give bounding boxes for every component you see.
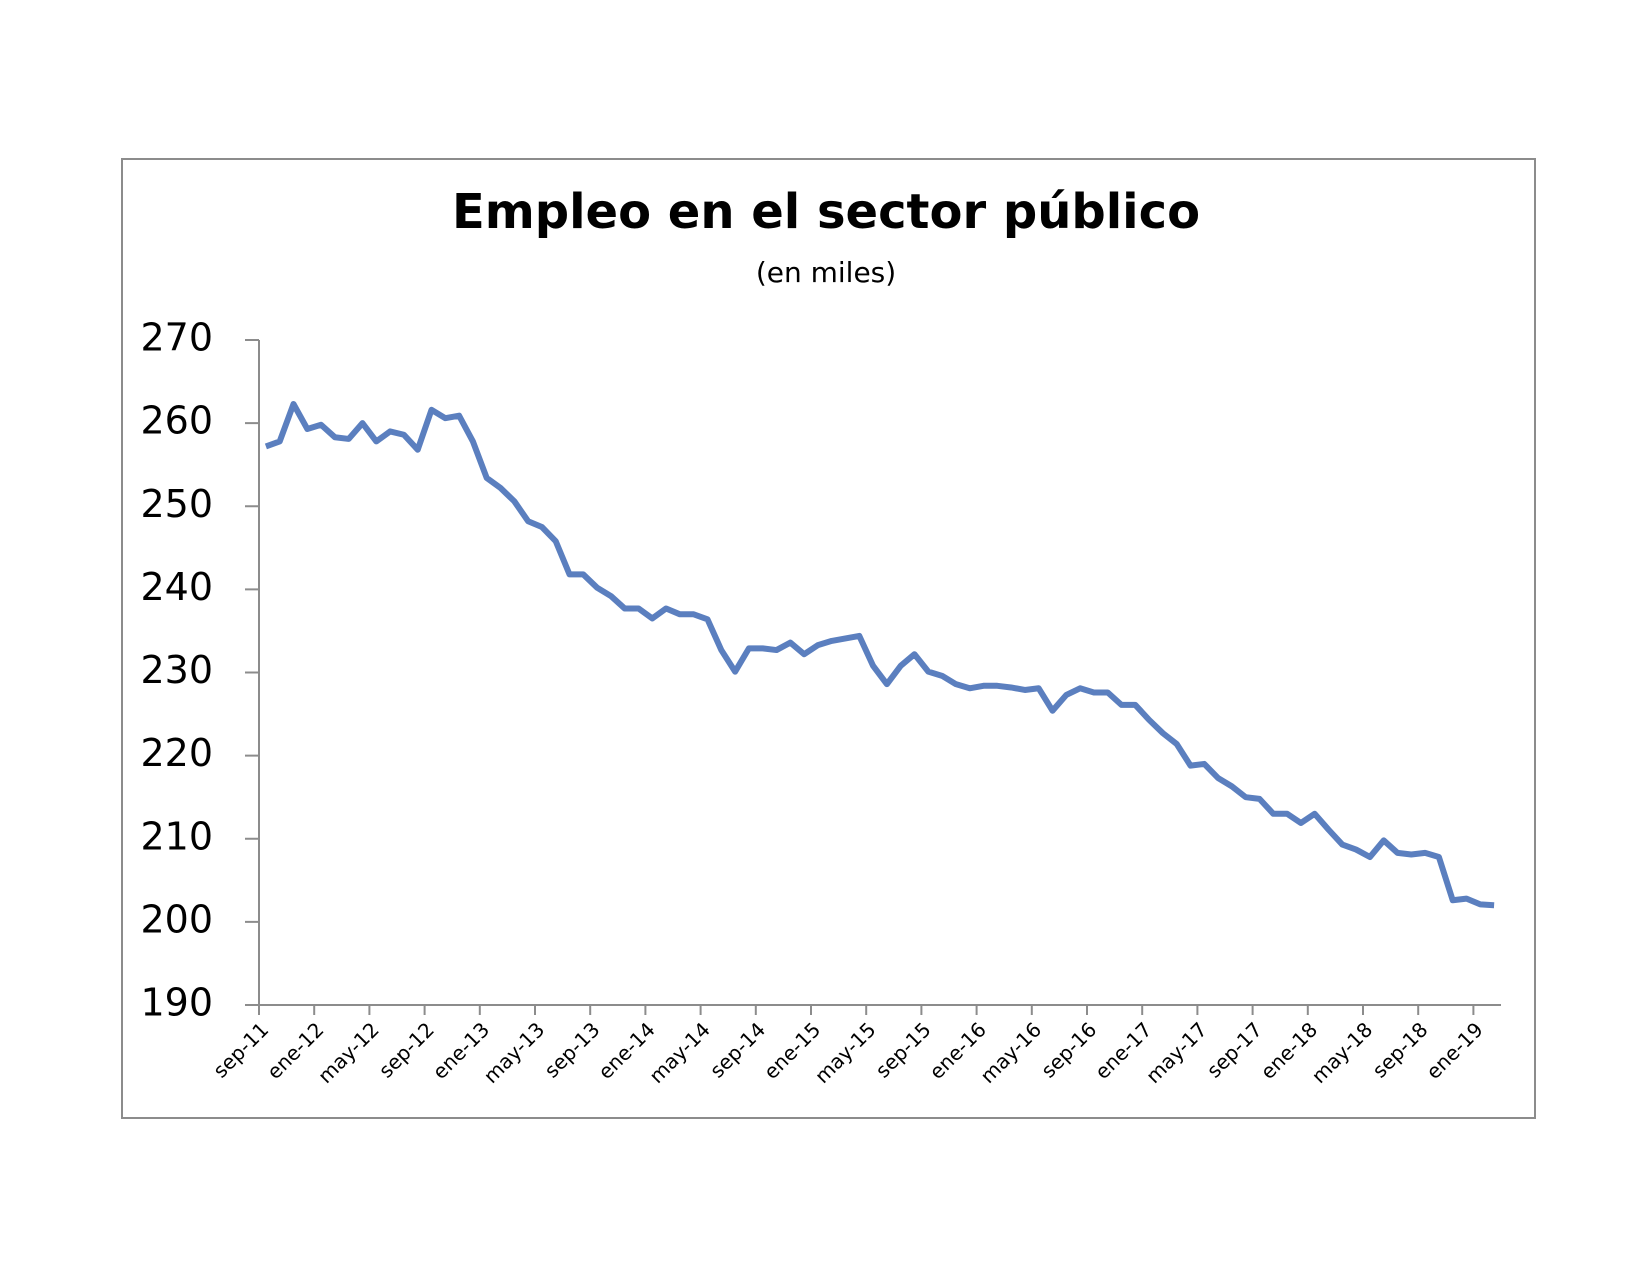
y-tick-label: 250 xyxy=(140,482,213,526)
data-line xyxy=(264,401,1495,909)
y-tick-label: 200 xyxy=(140,897,213,941)
chart-subtitle: (en miles) xyxy=(756,256,896,289)
chart-frame xyxy=(121,158,1536,1119)
y-tick-label: 230 xyxy=(140,648,213,692)
chart-title: Empleo en el sector público xyxy=(452,184,1200,240)
y-tick-label: 260 xyxy=(140,399,213,443)
y-tick-label: 210 xyxy=(140,814,213,858)
y-tick-label: 270 xyxy=(140,316,213,360)
y-tick-label: 190 xyxy=(140,981,213,1025)
y-tick-label: 240 xyxy=(140,565,213,609)
y-tick-label: 220 xyxy=(140,731,213,775)
